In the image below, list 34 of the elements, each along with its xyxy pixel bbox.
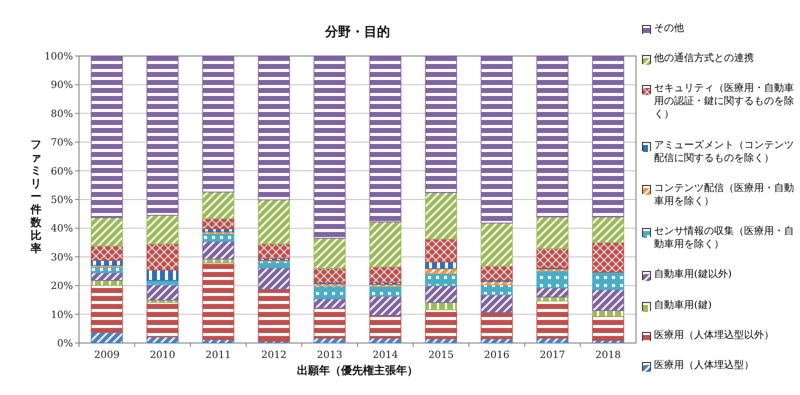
x-tick-label: 2013 (316, 350, 342, 361)
y-tick-label: 50% (50, 195, 73, 206)
y-tick-label: 20% (50, 281, 73, 292)
x-tick-label: 2016 (484, 350, 510, 361)
x-tick-label: 2011 (206, 350, 231, 361)
chart-title: 分野・目的 (324, 25, 390, 40)
legend-label: センサ情報の収集（医療用・自動車用を除く） (654, 225, 794, 252)
y-tick-label: 100% (44, 52, 73, 62)
legend-label: 自動車用(鍵) (654, 298, 712, 312)
legend-label: セキュリティ（医療用・自動車用の認証・鍵に関するものを除く） (654, 82, 794, 122)
legend-label: コンテンツ配信（医療用・自動車用を除く） (654, 182, 794, 208)
y-tick-label: 40% (50, 224, 73, 235)
text: ファミリー件数比率 (30, 138, 42, 255)
legend-label: 自動車用(鍵以外) (654, 268, 732, 282)
legend-label: アミューズメント（コンテンツ配信に関するものを除く） (654, 138, 794, 165)
x-tick-label: 2009 (94, 350, 120, 361)
x-tick-label: 2017 (540, 350, 566, 361)
x-tick-label: 2018 (595, 350, 621, 361)
x-tick-label: 2014 (372, 350, 398, 361)
legend-label: 医療用（人体埋込型） (654, 358, 754, 372)
legend-label: その他 (654, 22, 684, 35)
x-tick-label: 2012 (261, 350, 287, 361)
y-tick-label: 10% (50, 310, 73, 321)
y-tick-label: 90% (50, 80, 73, 92)
y-tick-label: 0% (57, 338, 73, 350)
y-tick-label: 70% (50, 138, 73, 149)
y-tick-label: 80% (50, 108, 73, 120)
legend-label: 医療用（人体埋込型以外） (654, 328, 774, 342)
legend-label: 他の通信方式との連携 (654, 52, 754, 66)
x-tick-label: 2010 (150, 350, 176, 361)
y-tick-label: 60% (50, 166, 73, 178)
x-axis-title: 出願年（優先権主張年） (297, 364, 418, 377)
x-tick-label: 2015 (428, 350, 454, 361)
y-tick-label: 30% (50, 252, 73, 264)
